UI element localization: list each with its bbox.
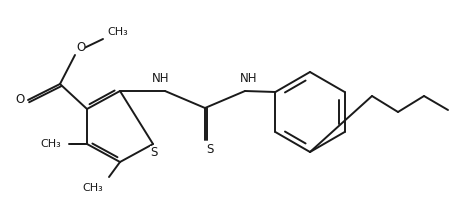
Text: CH₃: CH₃ bbox=[107, 27, 127, 37]
Text: S: S bbox=[150, 146, 157, 159]
Text: NH: NH bbox=[240, 72, 257, 85]
Text: O: O bbox=[76, 41, 85, 54]
Text: O: O bbox=[16, 93, 25, 106]
Text: CH₃: CH₃ bbox=[40, 139, 61, 149]
Text: S: S bbox=[206, 143, 213, 156]
Text: CH₃: CH₃ bbox=[82, 183, 103, 193]
Text: NH: NH bbox=[152, 72, 169, 85]
